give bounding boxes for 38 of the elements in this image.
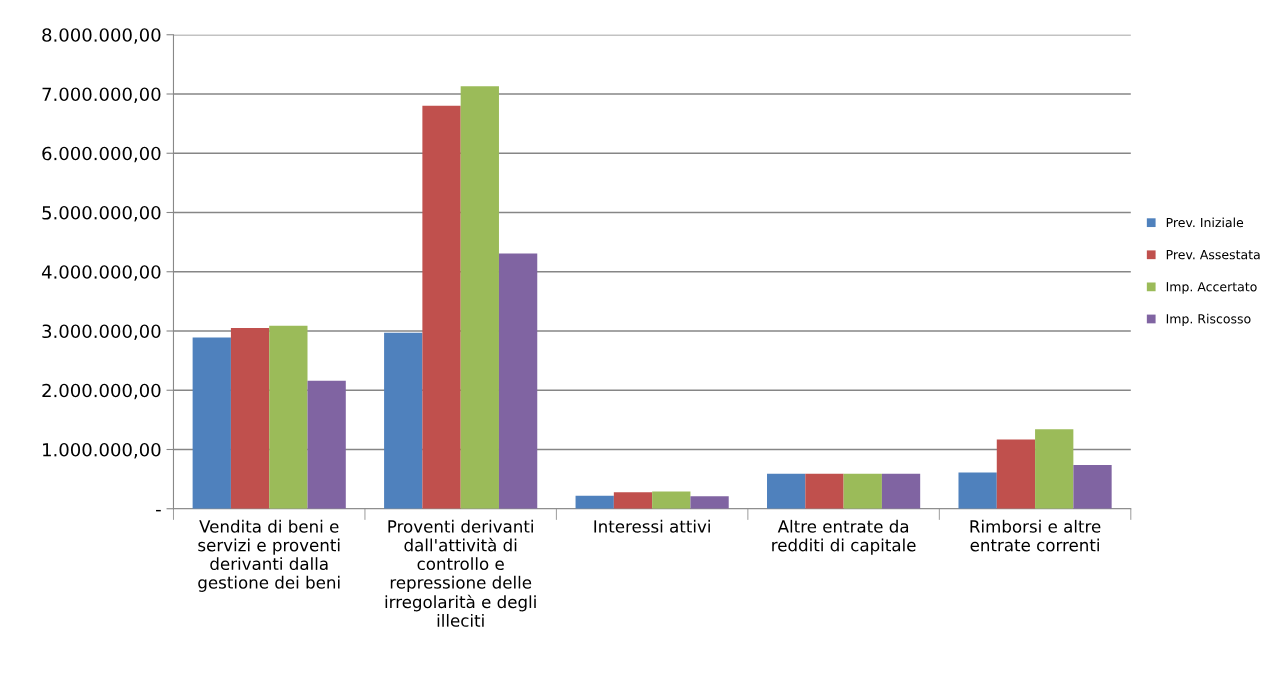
- bar: [575, 495, 614, 509]
- x-tick-label: Vendita di beni e servizi e proventi derivanti dalla gestione dei beni: [198, 519, 340, 592]
- legend-label: Imp. Accertato: [1166, 282, 1257, 294]
- y-tick-label: 7.000.000,00: [42, 87, 161, 103]
- bar: [422, 105, 461, 509]
- bar: [652, 491, 691, 509]
- y-tick-label: 4.000.000,00: [41, 265, 161, 281]
- bar: [192, 337, 231, 509]
- y-tick-label: 1.000.000,00: [43, 442, 161, 459]
- legend-label: Prev. Assestata: [1166, 250, 1260, 260]
- bar: [230, 328, 270, 509]
- y-tick-label: 8.000.000,00: [42, 28, 161, 44]
- bar: [767, 473, 806, 509]
- bar: [690, 496, 729, 509]
- bar: [996, 439, 1036, 509]
- y-tick-label: 3.000.000,00: [42, 324, 161, 340]
- bar: [843, 473, 882, 509]
- legend-label: Imp. Riscosso: [1166, 313, 1251, 326]
- bar: [805, 473, 844, 509]
- y-tick-label: -: [156, 509, 161, 512]
- bar: [613, 492, 653, 509]
- bar: [881, 473, 921, 509]
- bar: [498, 253, 538, 509]
- x-tick-label: Proventi derivanti dall'attività di controllo e repressione delle irregolarità e degli illeciti: [385, 519, 536, 627]
- y-tick-label: 2.000.000,00: [42, 383, 161, 400]
- bar: [958, 472, 997, 509]
- x-tick-label: Altre entrate da redditi di capitale: [772, 519, 916, 555]
- bar: [460, 86, 499, 509]
- bar: [269, 325, 308, 509]
- bar: [384, 332, 423, 509]
- bar: [307, 380, 346, 509]
- legend-label: Prev. Iniziale: [1166, 217, 1244, 228]
- x-tick-label: Interessi attivi: [594, 519, 710, 533]
- y-tick-label: 6.000.000,00: [42, 146, 161, 163]
- x-tick-label: Rimborsi e altre entrate correnti: [970, 519, 1101, 552]
- bar: [1035, 429, 1074, 509]
- y-tick-label: 5.000.000,00: [42, 205, 161, 222]
- bar: [1073, 464, 1112, 509]
